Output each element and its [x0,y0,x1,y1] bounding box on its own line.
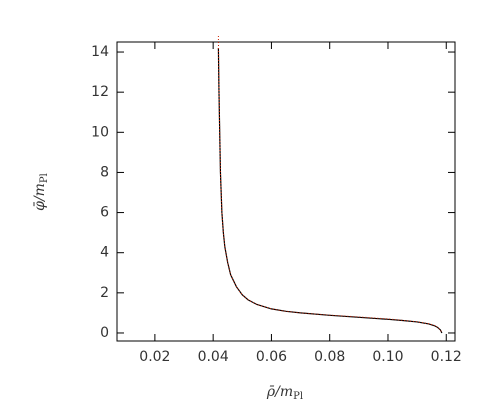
y-tick-label: 8 [100,164,109,180]
x-label-sub: Pl [293,391,303,402]
y-tick-label: 4 [100,245,109,261]
x-tick-label: 0.12 [431,349,462,365]
plot-frame [116,41,456,342]
y-tick-label: 12 [91,84,109,100]
data-line [217,35,443,334]
y-tick-label: 0 [100,325,109,341]
x-tick-label: 0.06 [256,349,287,365]
x-tick-label: 0.04 [198,349,229,365]
y-label-sub: Pl [39,173,50,183]
y-tick-label: 10 [91,124,109,140]
y-tick-label: 14 [91,44,109,60]
y-tick-label: 2 [100,285,109,301]
x-tick-label: 0.10 [372,349,403,365]
y-axis-label: φ̄/mPl [32,173,50,211]
x-tick-label: 0.02 [139,349,170,365]
x-axis-label: ρ̄/mPl [266,384,303,402]
data-line [217,48,443,334]
y-tick-label: 6 [100,205,109,221]
x-tick-label: 0.08 [314,349,345,365]
x-label-main: ρ̄/m [266,384,293,400]
y-label-main: φ̄/m [32,183,48,211]
